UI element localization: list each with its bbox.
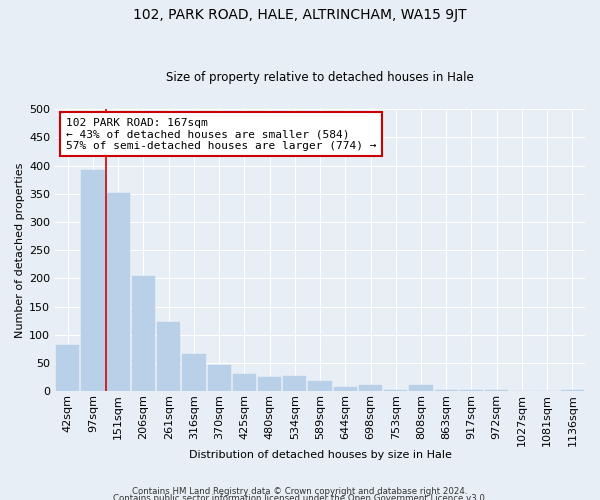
Text: Contains HM Land Registry data © Crown copyright and database right 2024.: Contains HM Land Registry data © Crown c…	[132, 488, 468, 496]
Text: 102, PARK ROAD, HALE, ALTRINCHAM, WA15 9JT: 102, PARK ROAD, HALE, ALTRINCHAM, WA15 9…	[133, 8, 467, 22]
Bar	[384, 390, 407, 391]
Y-axis label: Number of detached properties: Number of detached properties	[15, 162, 25, 338]
Bar	[132, 276, 155, 391]
Bar	[460, 390, 483, 391]
Bar	[561, 390, 584, 391]
Bar	[308, 382, 332, 391]
Bar	[182, 354, 206, 391]
Text: 102 PARK ROAD: 167sqm
← 43% of detached houses are smaller (584)
57% of semi-det: 102 PARK ROAD: 167sqm ← 43% of detached …	[66, 118, 376, 151]
Bar	[258, 377, 281, 391]
Bar	[283, 376, 307, 391]
Bar	[82, 170, 104, 391]
X-axis label: Distribution of detached houses by size in Hale: Distribution of detached houses by size …	[188, 450, 452, 460]
Bar	[485, 390, 508, 391]
Bar	[157, 322, 180, 391]
Bar	[208, 365, 231, 391]
Bar	[409, 386, 433, 391]
Bar	[107, 192, 130, 391]
Text: Contains public sector information licensed under the Open Government Licence v3: Contains public sector information licen…	[113, 494, 487, 500]
Title: Size of property relative to detached houses in Hale: Size of property relative to detached ho…	[166, 72, 474, 85]
Bar	[434, 390, 458, 391]
Bar	[56, 345, 79, 391]
Bar	[334, 387, 357, 391]
Bar	[233, 374, 256, 391]
Bar	[359, 386, 382, 391]
